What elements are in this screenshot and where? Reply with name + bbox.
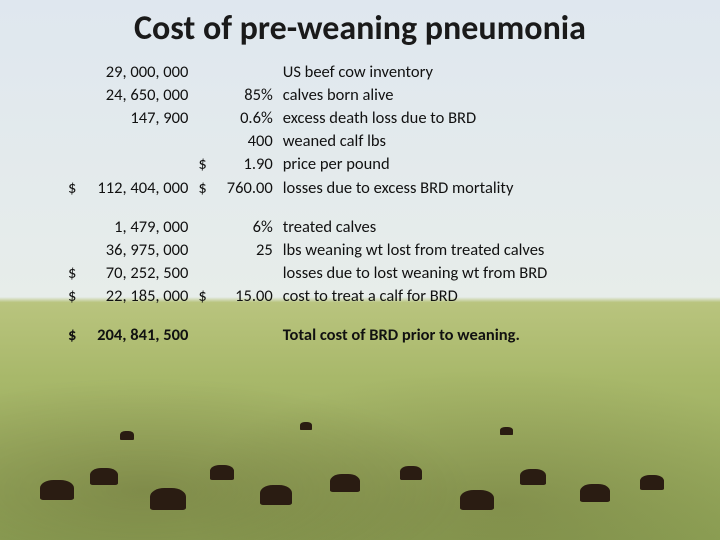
label-cell: weaned calf lbs bbox=[279, 131, 552, 152]
number2-cell: 760.00 bbox=[213, 178, 277, 199]
number2-cell: 400 bbox=[213, 131, 277, 152]
cow-silhouette bbox=[120, 431, 134, 440]
cow-silhouette bbox=[400, 466, 422, 480]
table-row: $70, 252, 500 losses due to lost weaning … bbox=[64, 263, 551, 284]
table-row: 36, 975, 000 25lbs weaning wt lost from t… bbox=[64, 240, 551, 261]
table-row bbox=[64, 309, 551, 323]
cow-silhouette bbox=[500, 427, 513, 435]
cost-table: 29, 000, 000US beef cow inventory24, 650… bbox=[62, 60, 553, 348]
number-cell: 147, 900 bbox=[82, 108, 192, 129]
currency2-cell bbox=[194, 108, 210, 129]
currency2-cell bbox=[194, 85, 210, 106]
table-row: $22, 185, 000$15.00cost to treat a calf … bbox=[64, 286, 551, 307]
number2-cell: 15.00 bbox=[213, 286, 277, 307]
table-row: $1.90price per pound bbox=[64, 154, 551, 175]
number-cell bbox=[82, 131, 192, 152]
currency2-cell bbox=[194, 131, 210, 152]
cow-silhouette bbox=[330, 474, 360, 492]
cow-silhouette bbox=[210, 465, 234, 480]
number2-cell: 0.6% bbox=[213, 108, 277, 129]
table-row: 1, 479, 000 6%treated calves bbox=[64, 217, 551, 238]
number-cell bbox=[82, 154, 192, 175]
label-cell: treated calves bbox=[279, 217, 552, 238]
label-cell: US beef cow inventory bbox=[279, 62, 552, 83]
label-cell: lbs weaning wt lost from treated calves bbox=[279, 240, 552, 261]
number-cell: 204, 841, 500 bbox=[82, 325, 192, 346]
cow-silhouette bbox=[580, 484, 610, 502]
cow-silhouette bbox=[40, 480, 74, 500]
number2-cell bbox=[213, 263, 277, 284]
cow-silhouette bbox=[460, 490, 494, 510]
number2-cell: 6% bbox=[213, 217, 277, 238]
table-row: $112, 404, 000$760.00losses due to exces… bbox=[64, 178, 551, 199]
currency2-cell bbox=[194, 62, 210, 83]
table-row bbox=[64, 201, 551, 215]
currency-cell bbox=[64, 154, 80, 175]
currency2-cell: $ bbox=[194, 286, 210, 307]
currency-cell bbox=[64, 217, 80, 238]
currency-cell bbox=[64, 108, 80, 129]
currency-cell bbox=[64, 131, 80, 152]
currency-cell: $ bbox=[64, 263, 80, 284]
cow-silhouette bbox=[260, 485, 292, 505]
currency-cell bbox=[64, 240, 80, 261]
number-cell: 70, 252, 500 bbox=[82, 263, 192, 284]
number2-cell: 25 bbox=[213, 240, 277, 261]
table-row: $204, 841, 500 Total cost of BRD prior to… bbox=[64, 325, 551, 346]
table-row: 400weaned calf lbs bbox=[64, 131, 551, 152]
cow-silhouette bbox=[150, 488, 186, 510]
currency-cell: $ bbox=[64, 178, 80, 199]
currency-cell: $ bbox=[64, 286, 80, 307]
label-cell: cost to treat a calf for BRD bbox=[279, 286, 552, 307]
table-row: 147, 900 0.6%excess death loss due to BRD bbox=[64, 108, 551, 129]
currency-cell bbox=[64, 62, 80, 83]
cow-silhouette bbox=[90, 468, 118, 485]
number2-cell: 85% bbox=[213, 85, 277, 106]
label-cell: excess death loss due to BRD bbox=[279, 108, 552, 129]
currency-cell bbox=[64, 85, 80, 106]
cow-silhouette bbox=[300, 422, 312, 430]
cow-silhouette bbox=[640, 475, 664, 490]
label-cell: losses due to lost weaning wt from BRD bbox=[279, 263, 552, 284]
number-cell: 36, 975, 000 bbox=[82, 240, 192, 261]
label-cell: calves born alive bbox=[279, 85, 552, 106]
label-cell: Total cost of BRD prior to weaning. bbox=[279, 325, 552, 346]
number2-cell bbox=[213, 62, 277, 83]
table-row: 24, 650, 000 85%calves born alive bbox=[64, 85, 551, 106]
number2-cell bbox=[213, 325, 277, 346]
currency2-cell bbox=[194, 240, 210, 261]
number-cell: 112, 404, 000 bbox=[82, 178, 192, 199]
slide-title: Cost of pre-weaning pneumonia bbox=[0, 8, 720, 49]
currency2-cell bbox=[194, 217, 210, 238]
table-row: 29, 000, 000 US beef cow inventory bbox=[64, 62, 551, 83]
number-cell: 22, 185, 000 bbox=[82, 286, 192, 307]
number2-cell: 1.90 bbox=[213, 154, 277, 175]
currency2-cell: $ bbox=[194, 154, 210, 175]
number-cell: 24, 650, 000 bbox=[82, 85, 192, 106]
currency-cell: $ bbox=[64, 325, 80, 346]
currency2-cell bbox=[194, 263, 210, 284]
label-cell: price per pound bbox=[279, 154, 552, 175]
currency2-cell bbox=[194, 325, 210, 346]
currency2-cell: $ bbox=[194, 178, 210, 199]
label-cell: losses due to excess BRD mortality bbox=[279, 178, 552, 199]
cow-silhouette bbox=[520, 469, 546, 485]
number-cell: 29, 000, 000 bbox=[82, 62, 192, 83]
number-cell: 1, 479, 000 bbox=[82, 217, 192, 238]
